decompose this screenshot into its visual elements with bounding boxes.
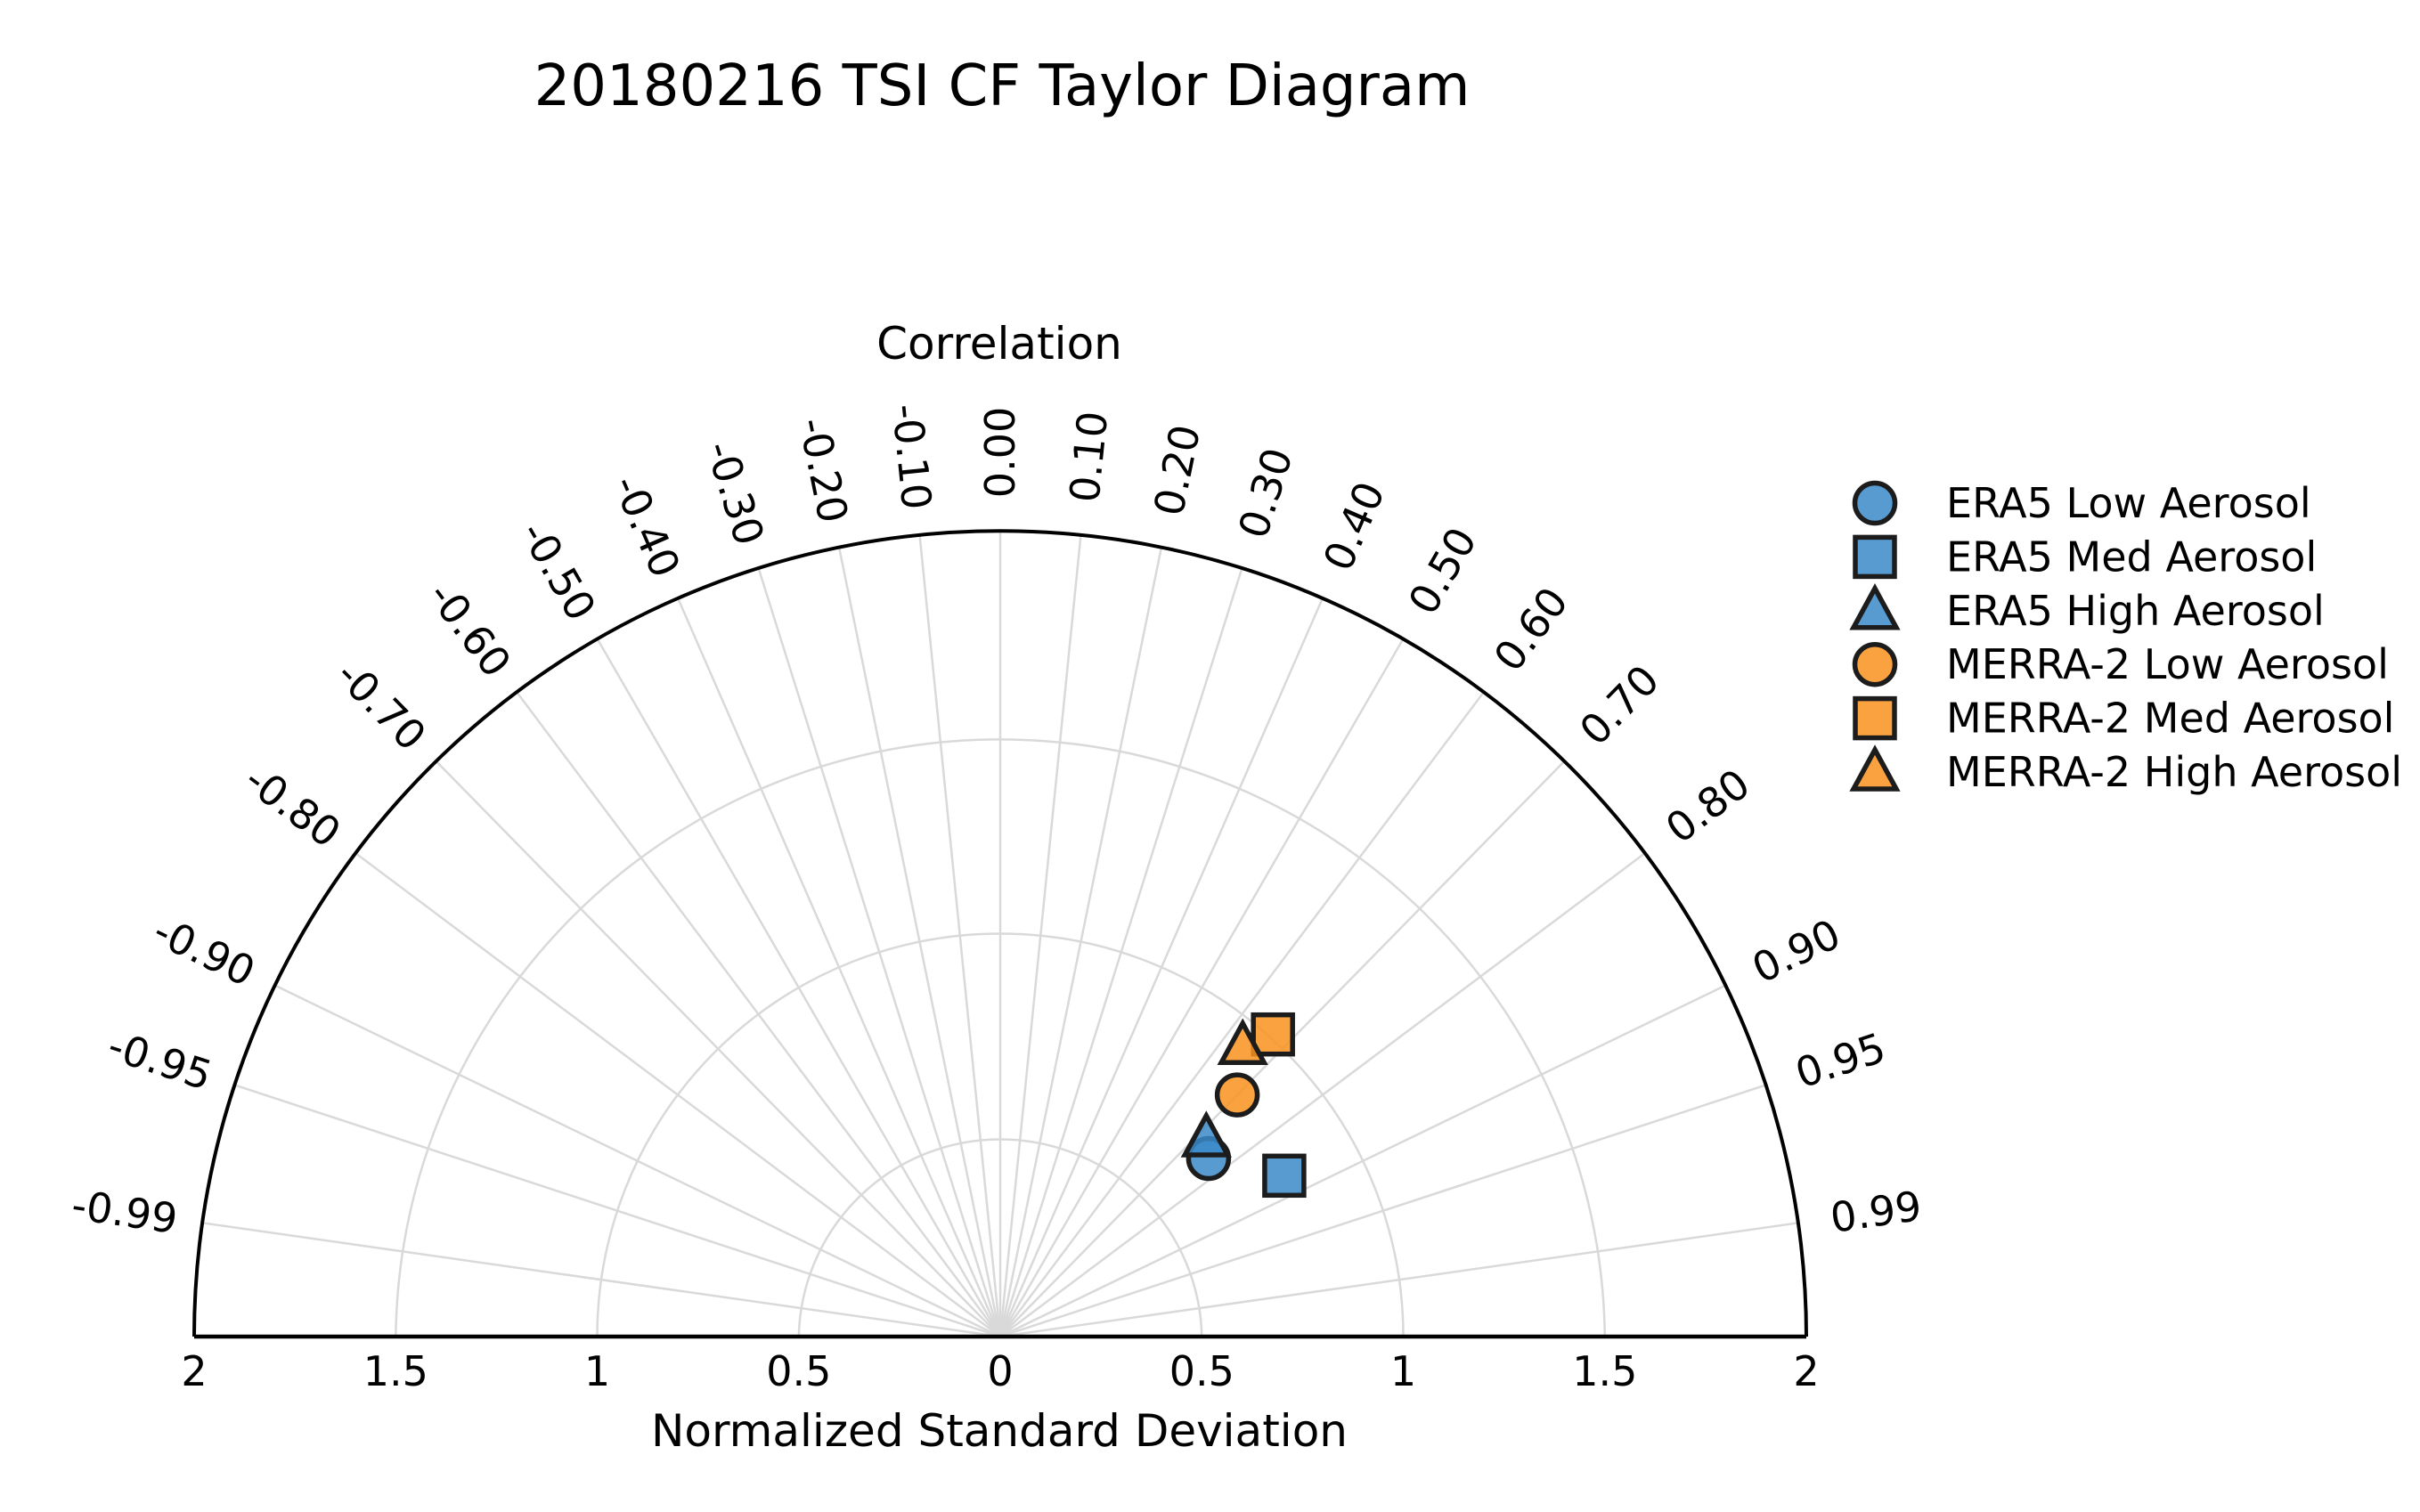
legend-label: ERA5 Low Aerosol [1946, 479, 2311, 527]
legend-label: ERA5 High Aerosol [1946, 587, 2325, 635]
legend-label: ERA5 Med Aerosol [1946, 532, 2317, 581]
correlation-tick-label: 0.70 [1570, 655, 1668, 754]
std-tick-label: 2 [1793, 1347, 1819, 1395]
std-tick-label: 1.5 [1572, 1347, 1637, 1395]
correlation-tick-label: -0.10 [883, 402, 941, 512]
correlation-tick-label: 0.10 [1060, 409, 1117, 504]
correlation-tick-label: -0.50 [510, 513, 605, 629]
outer-boundary-arc [192, 529, 1808, 1337]
correlation-tick-label: 0.99 [1828, 1182, 1925, 1242]
correlation-tick-label: 0.50 [1399, 519, 1487, 622]
correlation-tick-label: -0.95 [102, 1021, 218, 1100]
correlation-tick-label: -0.80 [236, 755, 350, 858]
legend-marker-merra-2-med-aerosol [1853, 695, 1897, 741]
legend-marker-era5-low-aerosol [1852, 480, 1898, 526]
correlation-tick-label: 0.20 [1145, 421, 1210, 520]
correlation-tick-label: -0.20 [789, 413, 858, 526]
figure-title: 20180216 TSI CF Taylor Diagram [534, 53, 1471, 119]
legend-marker-merra-2-low-aerosol [1852, 641, 1898, 687]
std-tick-label: 0 [987, 1347, 1013, 1395]
correlation-tick-label: 0.90 [1745, 910, 1848, 993]
correlation-tick-label: -0.30 [696, 435, 773, 551]
std-tick-label: 2 [181, 1347, 207, 1395]
point-merra-2-med-aerosol [1251, 1012, 1295, 1057]
correlation-tick-label: 0.60 [1484, 578, 1577, 679]
point-era5-med-aerosol [1262, 1153, 1307, 1199]
point-merra-2-low-aerosol [1214, 1072, 1260, 1118]
legend-label: MERRA-2 Med Aerosol [1946, 695, 2394, 743]
std-tick-label: 0.5 [1169, 1347, 1234, 1395]
point-era5-high-aerosol [1180, 1110, 1232, 1158]
correlation-tick-label: 0.95 [1789, 1023, 1891, 1097]
std-tick-label: 1 [1390, 1347, 1416, 1395]
correlation-tick-label: -0.60 [419, 573, 521, 687]
std-axis-title: Normalized Standard Deviation [651, 1405, 1348, 1457]
legend-marker-era5-med-aerosol [1853, 534, 1897, 580]
std-tick-label: 0.5 [766, 1347, 831, 1395]
legend-marker-merra-2-high-aerosol [1849, 744, 1901, 792]
correlation-tick-label: 0.30 [1229, 443, 1302, 544]
legend-marker-era5-high-aerosol [1849, 583, 1901, 630]
correlation-tick-label: 0.00 [976, 407, 1024, 498]
std-tick-label: 1.5 [363, 1347, 428, 1395]
correlation-tick-label: 0.80 [1657, 760, 1758, 853]
correlation-axis-title: Correlation [876, 318, 1122, 370]
correlation-tick-label: -0.99 [69, 1181, 180, 1243]
legend-label: MERRA-2 High Aerosol [1946, 748, 2402, 796]
correlation-tick-label: -0.90 [146, 906, 263, 996]
grid-std-arc [797, 1138, 1203, 1337]
legend-label: MERRA-2 Low Aerosol [1946, 640, 2389, 688]
point-merra-2-high-aerosol [1217, 1018, 1268, 1065]
correlation-tick-label: 0.40 [1314, 475, 1394, 577]
grid-std-arc [395, 738, 1607, 1337]
std-tick-label: 1 [584, 1347, 610, 1395]
correlation-tick-label: -0.40 [603, 468, 689, 585]
grid-std-arc [596, 932, 1405, 1337]
correlation-tick-label: -0.70 [327, 650, 436, 760]
